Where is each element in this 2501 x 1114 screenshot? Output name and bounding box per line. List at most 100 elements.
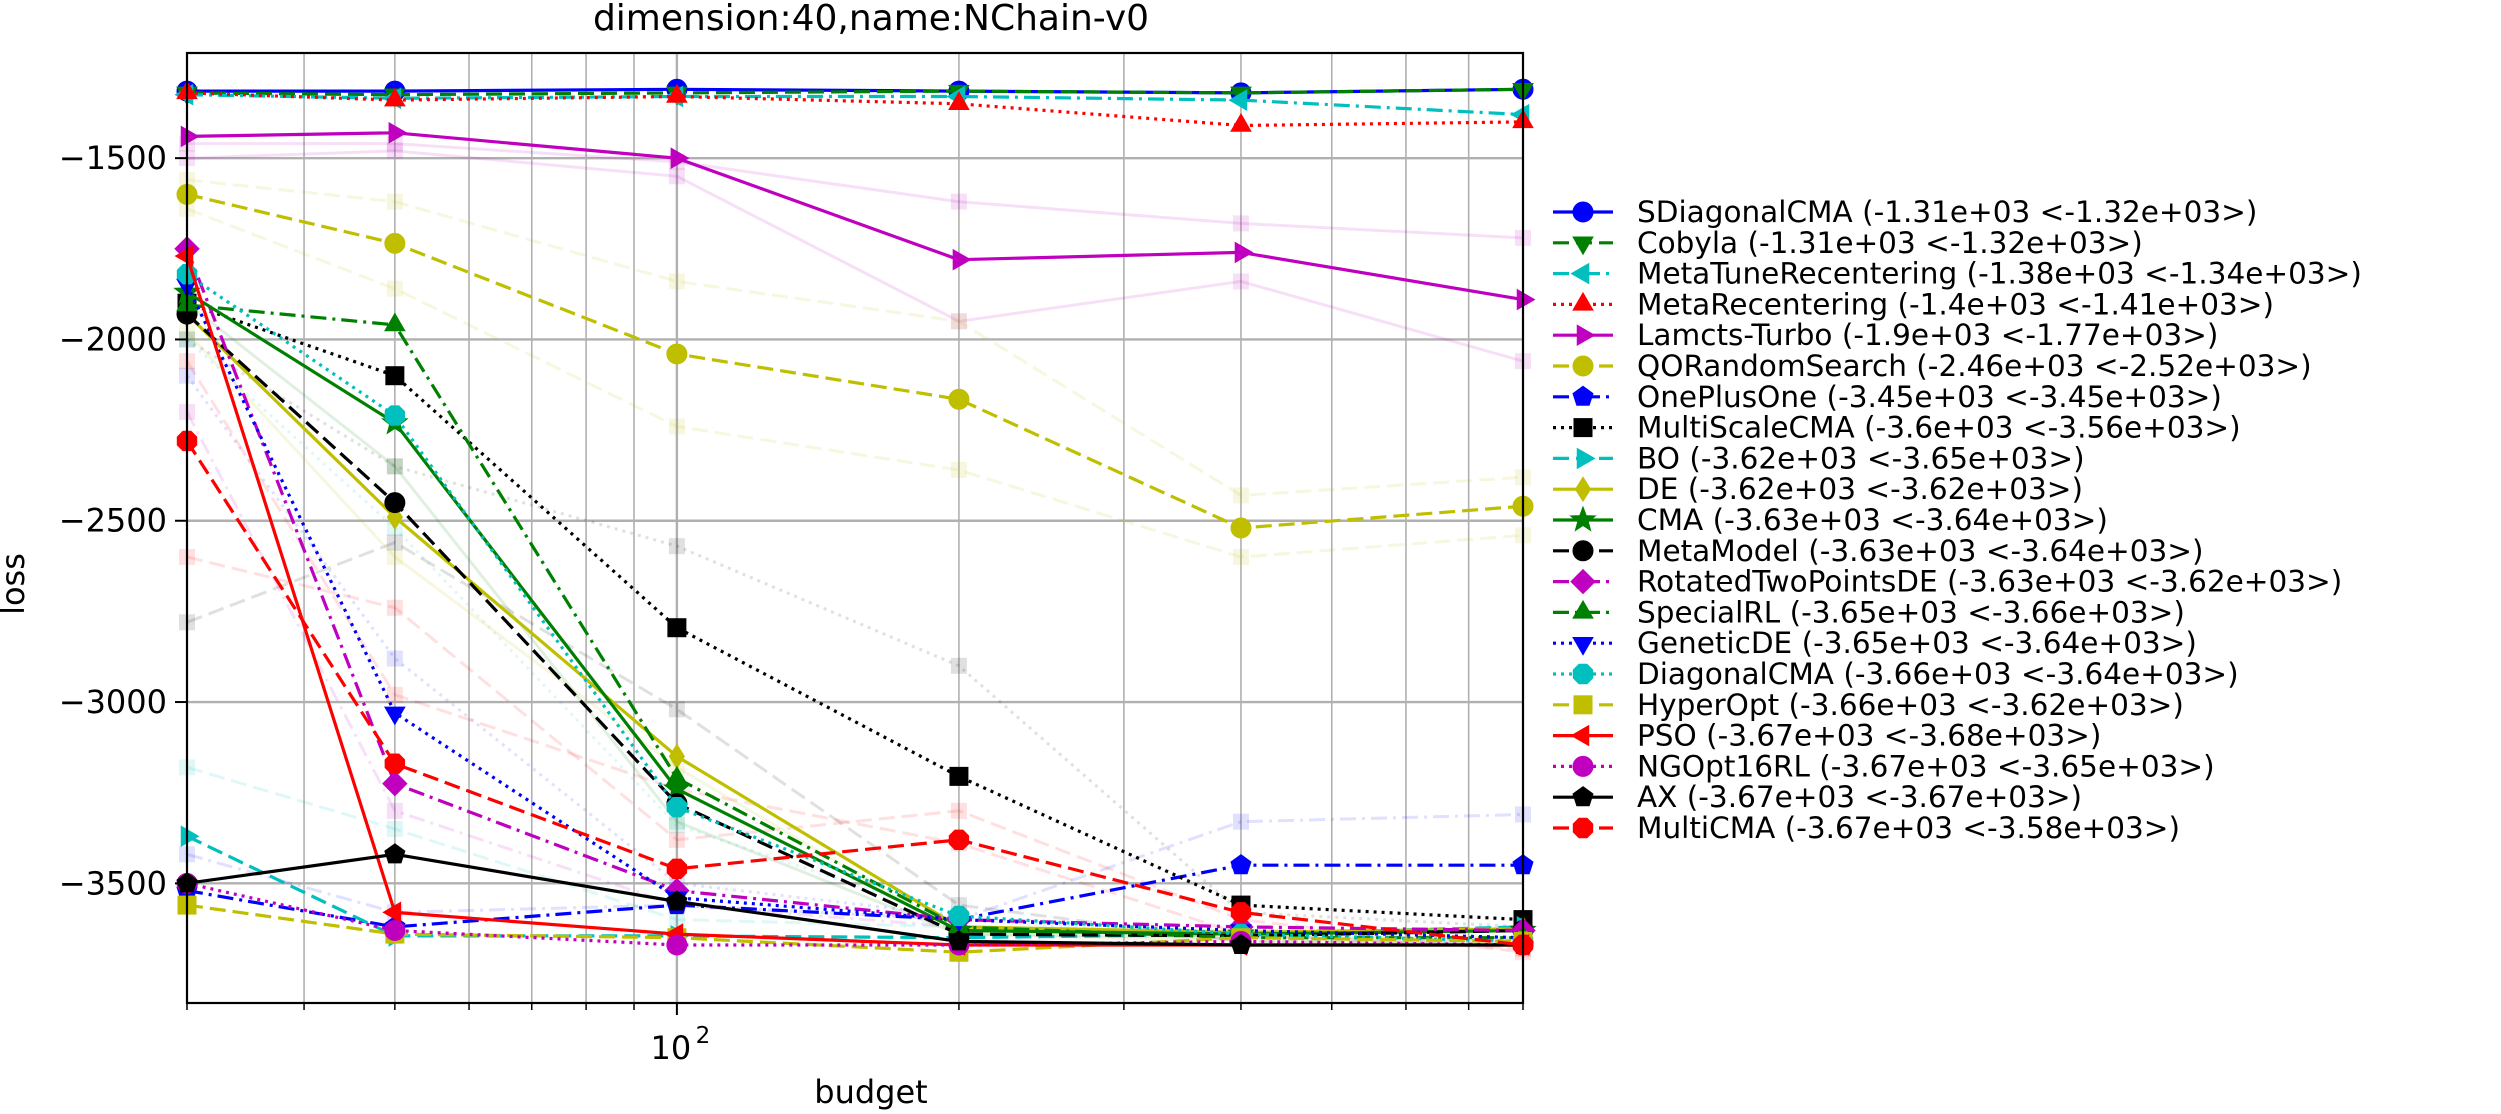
faint-series-marker — [386, 142, 403, 159]
series-point — [384, 405, 406, 426]
legend-marker — [1573, 695, 1593, 715]
legend-marker — [1572, 636, 1594, 656]
faint-series-line — [186, 149, 1524, 363]
legend-label: MultiCMA (-3.67e+03 <-3.58e+03>) — [1637, 811, 2180, 845]
series-point — [1516, 288, 1536, 311]
series — [176, 292, 1534, 944]
legend-marker — [1574, 476, 1592, 503]
series-point — [1230, 517, 1252, 539]
series-point — [666, 343, 688, 365]
faint-series-marker — [950, 802, 967, 819]
series-point — [1230, 902, 1252, 923]
series-point — [948, 91, 970, 111]
plot-frame — [185, 51, 1525, 1005]
faint-series-marker — [1232, 273, 1249, 290]
series-point — [948, 388, 970, 410]
legend: SDiagonalCMA (-1.31e+03 <-1.32e+03>)Coby… — [1553, 195, 2362, 845]
legend-marker — [1572, 817, 1594, 839]
legend-marker — [1572, 385, 1594, 406]
series-point — [384, 232, 406, 254]
series-line — [185, 312, 1524, 938]
series-point — [382, 770, 408, 797]
legend-label: DE (-3.62e+03 <-3.62e+03>) — [1637, 472, 2083, 506]
legend-label: MetaTuneRecentering (-1.38e+03 <-1.34e+0… — [1637, 257, 2362, 291]
faint-series-line — [186, 765, 1523, 932]
faint-series-marker — [386, 599, 403, 616]
series-point — [952, 248, 972, 271]
legend-entry: DE (-3.62e+03 <-3.62e+03>) — [1553, 472, 2083, 506]
series-point — [384, 87, 406, 107]
legend-marker — [1572, 663, 1594, 685]
faint-series-marker — [386, 650, 403, 667]
legend-entry: AX (-3.67e+03 <-3.67e+03>) — [1553, 780, 2082, 814]
series-point — [1230, 933, 1252, 954]
series-point — [174, 245, 194, 267]
faint-series-marker — [386, 802, 403, 819]
series — [174, 245, 1530, 956]
legend-label: Cobyla (-1.31e+03 <-1.32e+03>) — [1637, 226, 2143, 260]
legend-entry: SDiagonalCMA (-1.31e+03 <-1.32e+03>) — [1553, 195, 2257, 229]
series-line — [186, 131, 1524, 302]
faint-series-marker — [386, 280, 403, 297]
faint-series-line — [186, 338, 1524, 929]
legend-marker — [1570, 568, 1596, 595]
series-point — [384, 753, 406, 774]
series-point — [948, 930, 970, 951]
series — [176, 83, 1534, 108]
legend-label: MetaModel (-3.63e+03 <-3.64e+03>) — [1637, 534, 2204, 568]
series — [176, 183, 1534, 539]
legend-entry: PSO (-3.67e+03 <-3.68e+03>) — [1553, 719, 2101, 753]
legend-entry: Lamcts-Turbo (-1.9e+03 <-1.77e+03>) — [1553, 318, 2218, 352]
series-point — [948, 829, 970, 851]
series-point — [384, 919, 406, 941]
legend-label: PSO (-3.67e+03 <-3.68e+03>) — [1637, 719, 2101, 753]
faint-series-marker — [668, 273, 685, 290]
legend-entry: MultiCMA (-3.67e+03 <-3.58e+03>) — [1553, 811, 2180, 845]
series-point — [666, 84, 688, 103]
legend-entry: OnePlusOne (-3.45e+03 <-3.45e+03>) — [1553, 380, 2222, 414]
legend-label: MetaRecentering (-1.4e+03 <-1.41e+03>) — [1637, 287, 2274, 321]
legend-entry: NGOpt16RL (-3.67e+03 <-3.65e+03>) — [1553, 749, 2215, 783]
x-tick-label-exponent: 2 — [696, 1023, 711, 1049]
faint-series-line — [187, 142, 1524, 240]
y-tick-label: −2000 — [59, 320, 167, 358]
faint-series-line — [185, 338, 1524, 947]
series-point — [949, 766, 969, 786]
series-point — [1230, 113, 1252, 132]
legend-marker — [1572, 201, 1594, 223]
legend-entry: CMA (-3.63e+03 <-3.64e+03>) — [1553, 503, 2108, 537]
faint-series-marker — [386, 820, 403, 837]
y-axis-label: loss — [0, 553, 32, 615]
faint-series-marker — [950, 461, 967, 478]
series-line — [186, 93, 1524, 117]
series-line — [185, 248, 1524, 933]
series-point — [666, 796, 688, 818]
faint-series-line — [186, 302, 1523, 940]
faint-series-marker — [668, 168, 685, 185]
faint-series-marker — [386, 193, 403, 210]
legend-entry: HyperOpt (-3.66e+03 <-3.62e+03>) — [1553, 688, 2184, 722]
legend-entry: Cobyla (-1.31e+03 <-1.32e+03>) — [1553, 226, 2143, 260]
series-line — [186, 852, 1523, 947]
legend-label: NGOpt16RL (-3.67e+03 <-3.65e+03>) — [1637, 749, 2215, 783]
legend-entry: MultiScaleCMA (-3.6e+03 <-3.56e+03>) — [1553, 411, 2241, 445]
series-point — [382, 901, 402, 924]
faint-series-line — [186, 178, 1524, 497]
faint-series-marker — [386, 549, 403, 566]
series-point — [384, 312, 406, 332]
legend-entry: SpecialRL (-3.65e+03 <-3.66e+03>) — [1553, 595, 2185, 629]
faint-series-marker — [950, 313, 967, 330]
legend-marker — [1572, 786, 1594, 807]
series-line — [187, 87, 1524, 95]
legend-marker — [1570, 262, 1590, 285]
major-grid — [187, 53, 1523, 1003]
legend-marker — [1572, 236, 1594, 256]
series-line — [186, 303, 1523, 940]
faint-series-marker — [1232, 215, 1249, 232]
series-point — [666, 765, 688, 785]
legend-marker — [1572, 599, 1594, 619]
series-point — [667, 618, 687, 638]
series-point — [948, 905, 970, 927]
faint-series-marker — [1232, 487, 1249, 504]
legend-label: AX (-3.67e+03 <-3.67e+03>) — [1637, 780, 2082, 814]
